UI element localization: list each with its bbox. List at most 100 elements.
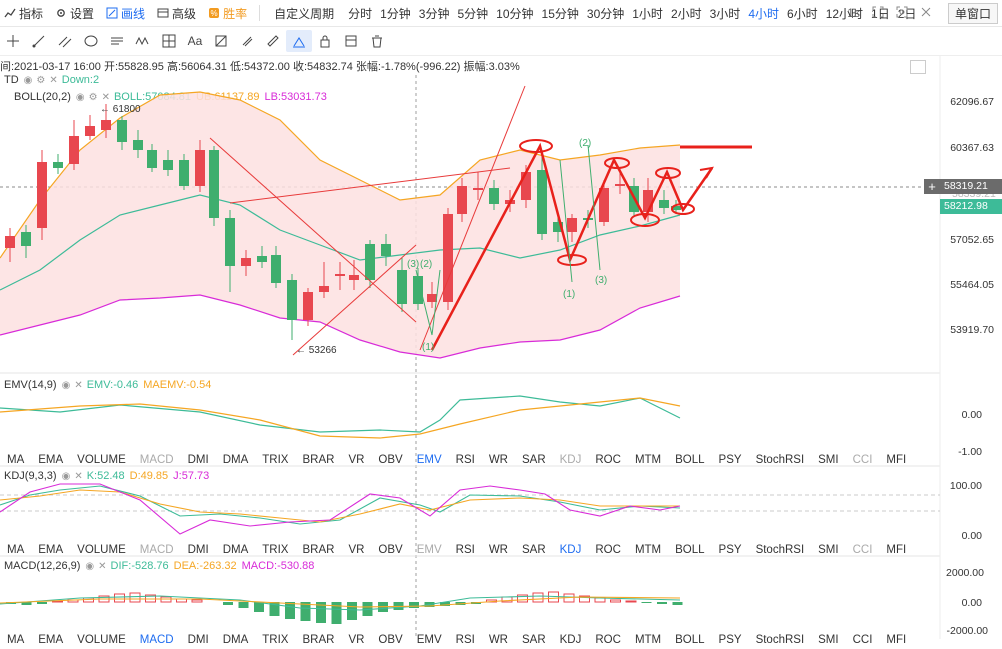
draw-mode-tool-icon[interactable] — [286, 30, 312, 52]
indicator-tab-atr[interactable]: ATR — [913, 544, 920, 556]
indicator-tab-ema[interactable]: EMA — [38, 544, 64, 556]
indicator-tab-roc[interactable]: ROC — [595, 544, 621, 556]
indicator-tab-vr[interactable]: VR — [348, 544, 365, 556]
period-6[interactable]: 30分钟 — [586, 6, 625, 21]
crosshair-tool-icon[interactable] — [0, 30, 26, 52]
indicator-tab-obv[interactable]: OBV — [378, 634, 403, 646]
custom-period-button[interactable]: 自定义周期 — [274, 6, 335, 21]
indicator-button[interactable]: 指标 — [4, 5, 43, 22]
indicator-tab-stochrsi[interactable]: StochRSI — [755, 544, 805, 556]
indicator-tab-sar[interactable]: SAR — [521, 454, 546, 466]
screenshot-icon[interactable] — [896, 6, 908, 21]
ruler-tool-icon[interactable] — [260, 30, 286, 52]
indicator-tab-rsi[interactable]: RSI — [455, 544, 475, 556]
indicator-tab-ma[interactable]: MA — [7, 454, 25, 466]
indicator-tab-cci[interactable]: CCI — [852, 634, 873, 646]
indicator-tab-wr[interactable]: WR — [488, 544, 508, 556]
period-5[interactable]: 15分钟 — [541, 6, 579, 21]
indicator-tab-roc[interactable]: ROC — [595, 454, 621, 466]
indicator-tab-kdj[interactable]: KDJ — [559, 634, 582, 646]
period-7[interactable]: 1小时 — [632, 6, 663, 21]
indicator-tab-volume[interactable]: VOLUME — [77, 544, 126, 556]
indicator-tab-dmi[interactable]: DMI — [187, 454, 209, 466]
indicator-tab-emv[interactable]: EMV — [416, 454, 442, 466]
period-8[interactable]: 2小时 — [670, 6, 702, 21]
indicator-tab-mfi[interactable]: MFI — [886, 634, 907, 646]
indicator-tab-smi[interactable]: SMI — [818, 544, 839, 556]
eye-icon[interactable]: ◉ — [85, 560, 95, 572]
period-4[interactable]: 10分钟 — [496, 6, 534, 21]
indicator-tab-vr[interactable]: VR — [348, 454, 365, 466]
indicator-tab-ema[interactable]: EMA — [38, 634, 64, 646]
text-tool-icon[interactable]: Aa — [187, 34, 203, 48]
gear-icon[interactable]: ⚙ — [36, 74, 46, 86]
indicator-tab-psy[interactable]: PSY — [718, 454, 742, 466]
period-12[interactable]: 12小时 — [825, 6, 864, 21]
indicator-tab-brar[interactable]: BRAR — [302, 454, 335, 466]
indicator-tab-brar[interactable]: BRAR — [302, 544, 335, 556]
indicator-tab-mfi[interactable]: MFI — [886, 544, 907, 556]
indicator-tab-trix[interactable]: TRIX — [262, 454, 289, 466]
period-1[interactable]: 1分钟 — [380, 6, 411, 21]
magnet-tool-icon[interactable] — [234, 30, 260, 52]
close-icon[interactable]: ✕ — [101, 91, 110, 103]
indicator-tab-atr[interactable]: ATR — [913, 454, 920, 466]
period-0[interactable]: 分时 — [348, 6, 373, 21]
indicator-tab-macd[interactable]: MACD — [139, 634, 174, 646]
indicator-tab-kdj[interactable]: KDJ — [559, 544, 582, 556]
indicator-tab-mtm[interactable]: MTM — [634, 454, 662, 466]
indicator-tab-psy[interactable]: PSY — [718, 634, 742, 646]
horizontal-line-tool-icon[interactable] — [104, 30, 130, 52]
indicator-tab-smi[interactable]: SMI — [818, 634, 839, 646]
indicator-tab-macd[interactable]: MACD — [139, 544, 174, 556]
line-tool-icon[interactable] — [26, 30, 52, 52]
indicator-tab-kdj[interactable]: KDJ — [559, 454, 582, 466]
chart-area[interactable]: ← 61800 ← 53266 (3) (2) (1) (2) (1) (3) — [0, 55, 1002, 639]
settings-button[interactable]: 设置 — [55, 5, 94, 22]
indicator-tab-roc[interactable]: ROC — [595, 634, 621, 646]
period-11[interactable]: 6小时 — [787, 6, 818, 21]
indicator-tab-boll[interactable]: BOLL — [675, 454, 705, 466]
close-icon[interactable]: ✕ — [98, 560, 107, 572]
indicator-tab-cci[interactable]: CCI — [852, 544, 873, 556]
period-10[interactable]: 4小时 — [748, 6, 779, 21]
indicator-tab-volume[interactable]: VOLUME — [77, 634, 126, 646]
indicator-tab-wr[interactable]: WR — [488, 454, 508, 466]
trash-icon[interactable] — [364, 30, 390, 52]
indicator-tab-dma[interactable]: DMA — [222, 634, 249, 646]
indicator-tab-mtm[interactable]: MTM — [634, 544, 662, 556]
indicator-tab-emv[interactable]: EMV — [416, 634, 442, 646]
indicator-tab-emv[interactable]: EMV — [416, 544, 442, 556]
circle-tool-icon[interactable] — [78, 30, 104, 52]
indicator-tab-dma[interactable]: DMA — [222, 544, 249, 556]
draw-button[interactable]: 画线 — [106, 5, 145, 22]
period-3[interactable]: 5分钟 — [457, 6, 489, 21]
grid-tool-icon[interactable] — [156, 30, 182, 52]
indicator-tab-obv[interactable]: OBV — [378, 454, 403, 466]
indicator-tab-boll[interactable]: BOLL — [675, 544, 705, 556]
indicator-tab-brar[interactable]: BRAR — [302, 634, 335, 646]
eye-icon[interactable]: ◉ — [23, 74, 33, 86]
indicator-tab-stochrsi[interactable]: StochRSI — [755, 634, 805, 646]
eye-icon[interactable]: ◉ — [61, 379, 71, 391]
indicator-tab-smi[interactable]: SMI — [818, 454, 839, 466]
indicator-tab-mfi[interactable]: MFI — [886, 454, 907, 466]
period-9[interactable]: 3小时 — [709, 6, 741, 21]
add-alert-button[interactable]: + — [924, 179, 940, 194]
fibonacci-tool-icon[interactable] — [208, 30, 234, 52]
eye-icon[interactable]: ◉ — [75, 91, 85, 103]
indicator-tab-volume[interactable]: VOLUME — [77, 454, 126, 466]
indicator-tab-trix[interactable]: TRIX — [262, 634, 289, 646]
indicator-tab-ma[interactable]: MA — [7, 634, 25, 646]
indicator-tab-macd[interactable]: MACD — [139, 454, 174, 466]
multi-line-tool-icon[interactable] — [52, 30, 78, 52]
indicator-tab-atr[interactable]: ATR — [913, 634, 920, 646]
indicator-tab-trix[interactable]: TRIX — [262, 544, 289, 556]
indicator-tab-boll[interactable]: BOLL — [675, 634, 705, 646]
lock-tool-icon[interactable] — [312, 30, 338, 52]
eye-icon[interactable]: ◉ — [61, 470, 71, 482]
indicator-tab-ma[interactable]: MA — [7, 544, 25, 556]
indicator-tab-rsi[interactable]: RSI — [455, 634, 475, 646]
expand-icon[interactable] — [920, 6, 932, 21]
indicator-tab-stochrsi[interactable]: StochRSI — [755, 454, 805, 466]
